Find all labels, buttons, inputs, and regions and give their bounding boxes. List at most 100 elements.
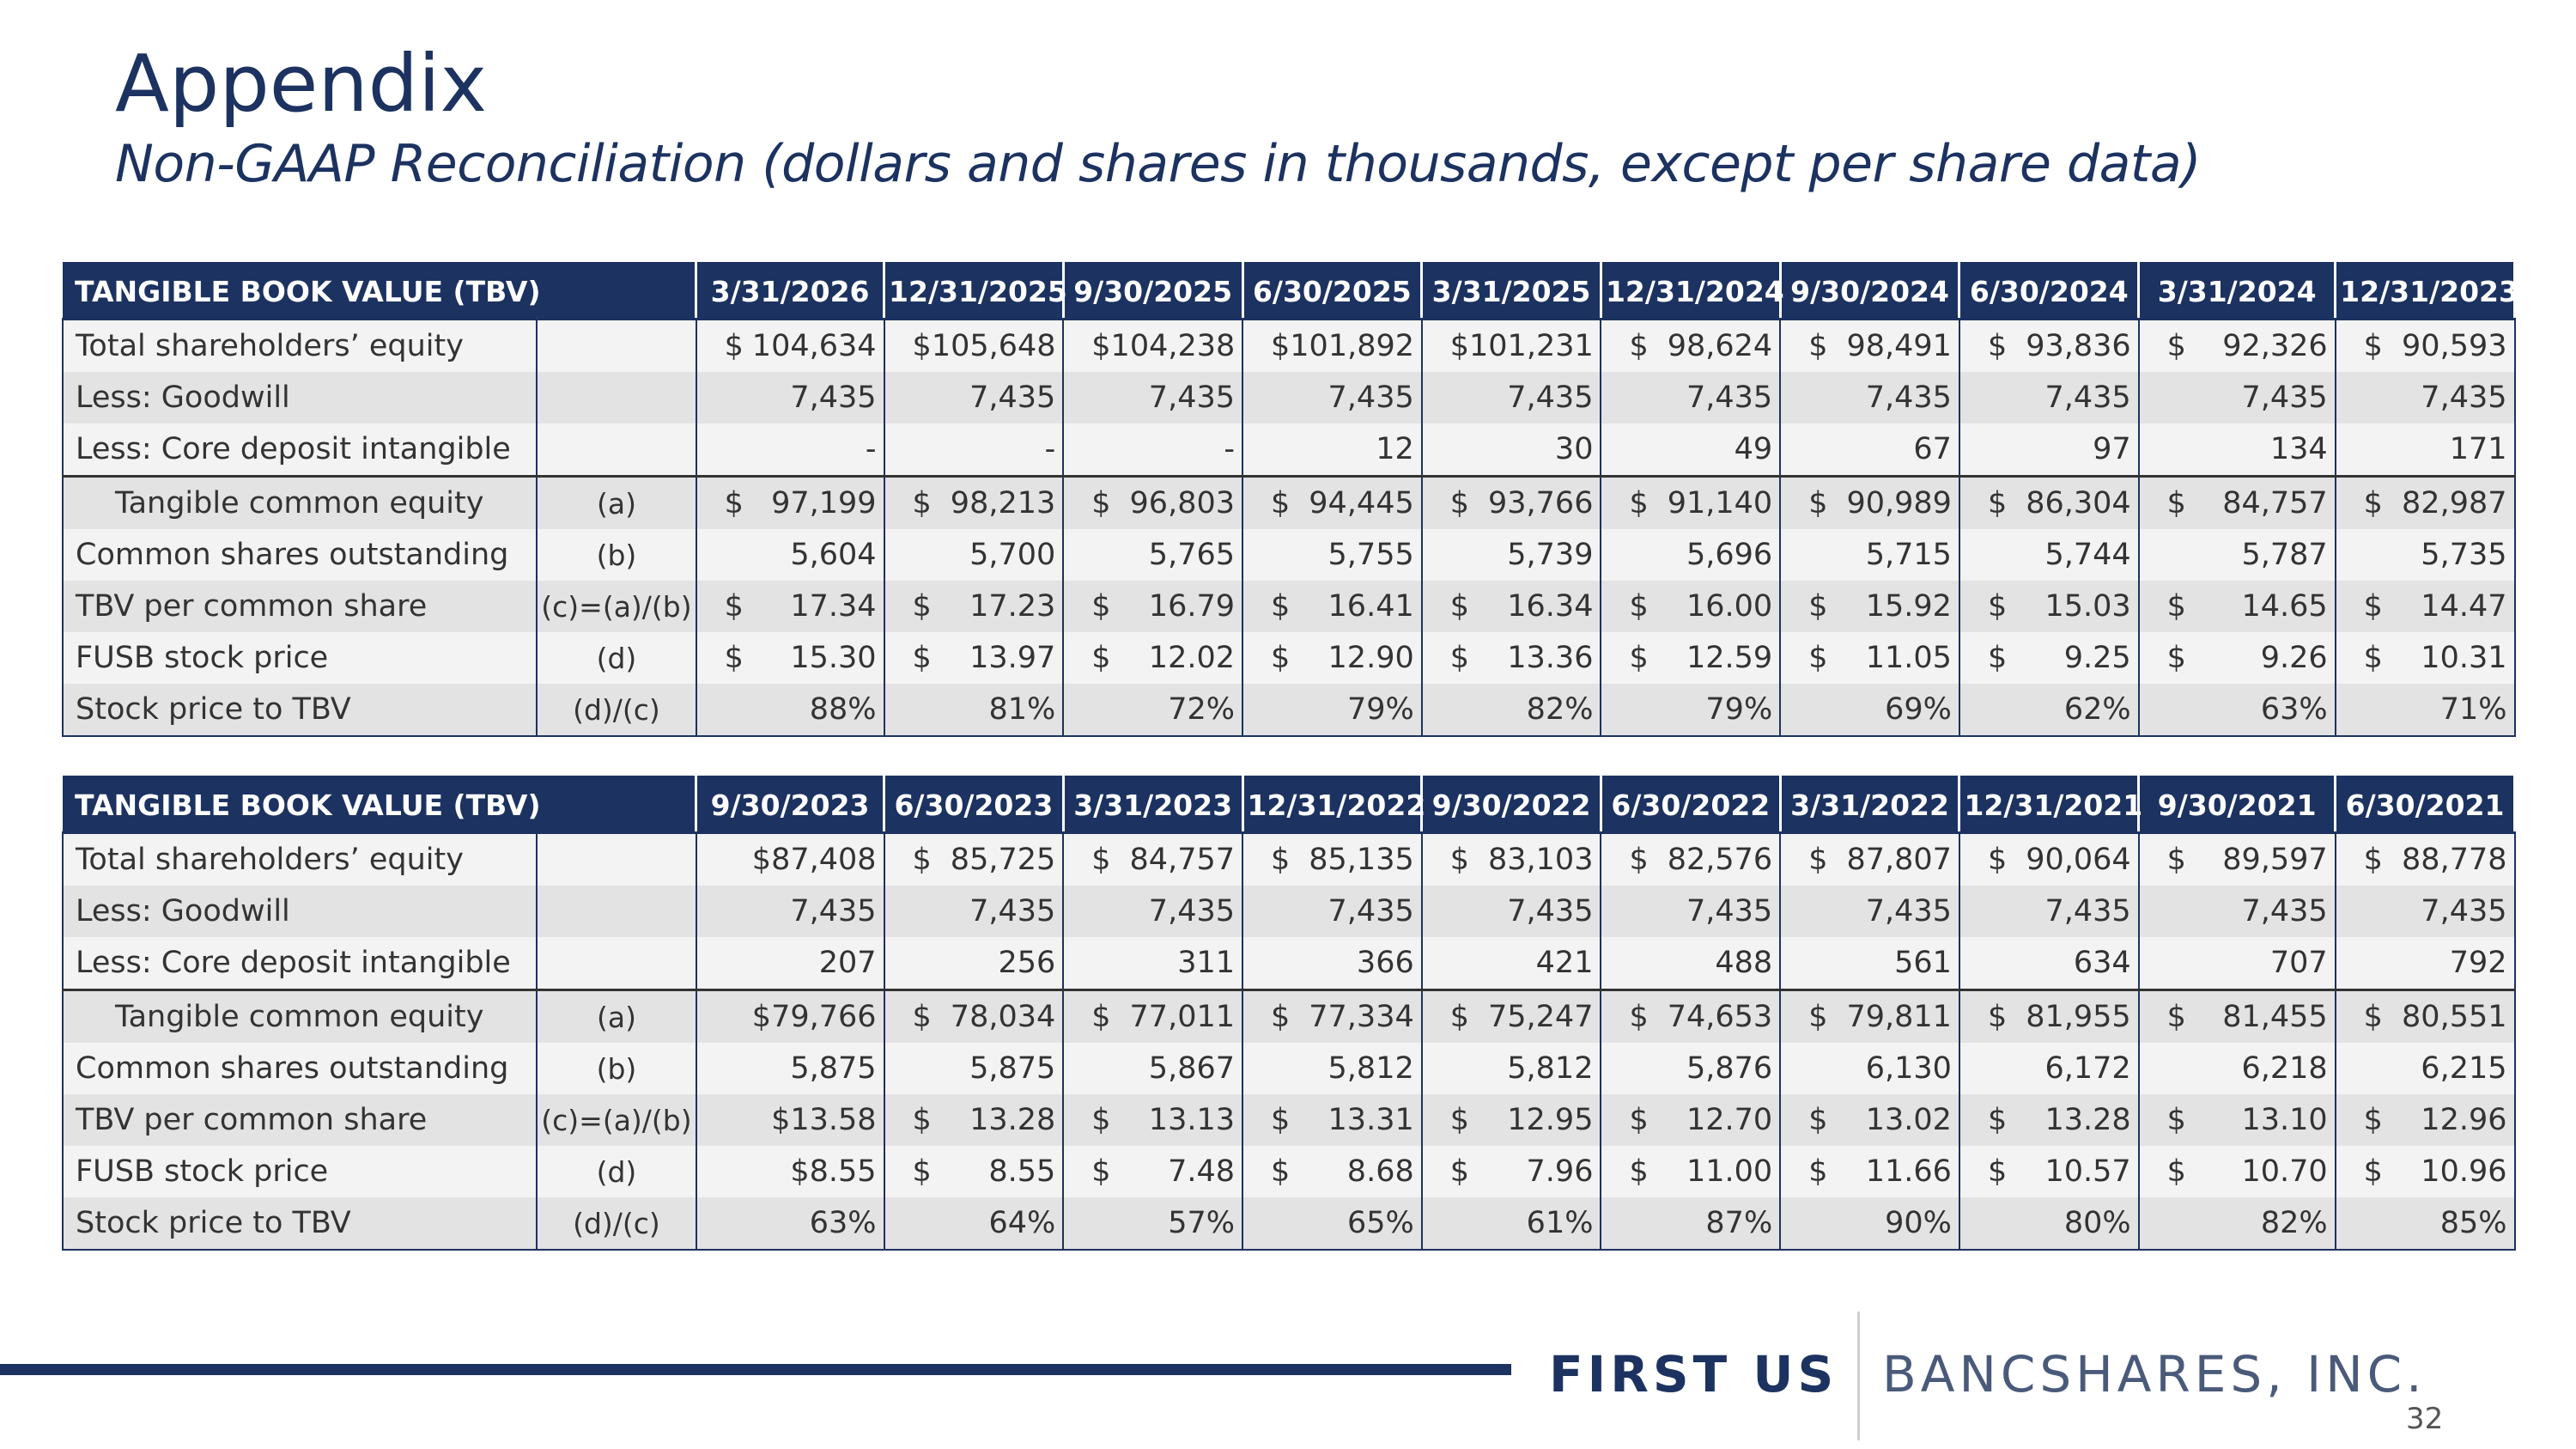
currency-symbol: $ xyxy=(1808,1000,1828,1034)
cell-value: 63% xyxy=(2260,692,2328,727)
value-cell: 67 xyxy=(1779,423,1960,477)
logo-bancshares: BANCSHARES, INC. xyxy=(1882,1345,2427,1403)
cell-value: 9.26 xyxy=(2260,641,2328,675)
cell-value: 91,140 xyxy=(1667,486,1773,521)
cell-value: 5,787 xyxy=(2241,538,2328,572)
currency-symbol: $ xyxy=(2363,843,2383,877)
value-cell: 7,435 xyxy=(1779,372,1960,423)
cell-value: 82,987 xyxy=(2402,486,2507,521)
table-row: Common shares outstanding (b) 5,875 5,875 5,… xyxy=(61,1043,2516,1094)
row-reference xyxy=(536,937,697,990)
cell-value: 7,435 xyxy=(1148,381,1235,415)
value-cell: $86,304 xyxy=(1958,475,2140,529)
value-cell: $80,551 xyxy=(2334,989,2516,1043)
cell-value: 12.59 xyxy=(1686,641,1773,675)
cell-value: 17.23 xyxy=(969,589,1056,624)
value-cell: $90,989 xyxy=(1779,475,1960,529)
value-cell: $14.65 xyxy=(2137,581,2336,632)
value-cell: 7,435 xyxy=(2334,372,2516,423)
value-cell: 6,218 xyxy=(2137,1043,2336,1094)
cell-value: 8.68 xyxy=(1346,1154,1414,1189)
logo-divider xyxy=(1857,1312,1860,1440)
cell-value: 77,334 xyxy=(1309,1000,1414,1034)
cell-value: 12.90 xyxy=(1327,641,1414,675)
value-cell: $17.34 xyxy=(695,581,885,632)
value-cell: $12.59 xyxy=(1600,632,1782,684)
value-cell: 366 xyxy=(1242,937,1423,990)
value-cell: 5,744 xyxy=(1958,529,2140,581)
currency-symbol: $ xyxy=(1449,486,1470,521)
table-row: Stock price to TBV (d)/(c) 63% 64% 57% 65% 61%… xyxy=(61,1197,2516,1251)
value-cell: $96,803 xyxy=(1062,475,1243,529)
date-header: 6/30/2023 xyxy=(884,776,1065,834)
value-cell: 7,435 xyxy=(1958,372,2140,423)
cell-value: 97,199 xyxy=(771,486,877,521)
value-cell: $9.26 xyxy=(2137,632,2336,684)
value-cell: 79% xyxy=(1600,684,1782,737)
tbv-table-historical: TANGIBLE BOOK VALUE (TBV) 9/30/2023 6/30… xyxy=(61,776,2516,1251)
currency-symbol: $ xyxy=(912,589,932,624)
value-cell: 7,435 xyxy=(1600,372,1782,423)
cell-value: 7,435 xyxy=(1686,894,1773,928)
cell-value: 6,218 xyxy=(2241,1051,2328,1086)
value-cell: $78,034 xyxy=(883,989,1065,1043)
cell-value: 7,435 xyxy=(969,894,1056,928)
cell-value: 85,135 xyxy=(1309,843,1414,877)
currency-symbol: $ xyxy=(1629,1103,1649,1137)
value-cell: $10.96 xyxy=(2334,1146,2516,1197)
cell-value: 7.96 xyxy=(1526,1154,1594,1189)
cell-value: 12.96 xyxy=(2421,1103,2507,1137)
cell-value: 15.03 xyxy=(2044,589,2131,624)
currency-symbol: $ xyxy=(1629,641,1649,675)
currency-symbol: $ xyxy=(1629,486,1649,521)
value-cell: 7,435 xyxy=(1600,886,1782,937)
value-cell: $11.05 xyxy=(1779,632,1960,684)
value-cell: $92,326 xyxy=(2137,319,2336,372)
currency-symbol: $ xyxy=(1091,843,1111,877)
value-cell: $74,653 xyxy=(1600,989,1782,1043)
cell-value: 81% xyxy=(988,692,1056,727)
value-cell: 134 xyxy=(2137,423,2336,477)
cell-value: 90,989 xyxy=(1846,486,1952,521)
date-header: 3/31/2022 xyxy=(1780,776,1961,834)
table-header-label: TANGIBLE BOOK VALUE (TBV) xyxy=(63,776,698,834)
cell-value: 7,435 xyxy=(1148,894,1235,928)
page-subtitle: Non-GAAP Reconciliation (dollars and sha… xyxy=(115,134,2202,194)
date-header: 12/31/2021 xyxy=(1959,776,2142,834)
cell-value: 96,803 xyxy=(1129,486,1235,521)
value-cell: 7,435 xyxy=(1420,372,1602,423)
value-cell: 62% xyxy=(1958,684,2140,737)
cell-value: 5,715 xyxy=(1865,538,1952,572)
currency-symbol: $ xyxy=(724,641,744,675)
table-row: Stock price to TBV (d)/(c) 88% 81% 72% 79% 82%… xyxy=(61,684,2516,737)
value-cell: $15.30 xyxy=(695,632,885,684)
value-cell: $104,238 xyxy=(1062,319,1243,372)
cell-value: 5,735 xyxy=(2421,538,2507,572)
cell-value: 98,624 xyxy=(1667,329,1773,363)
cell-value: 94,445 xyxy=(1309,486,1414,521)
currency-symbol: $ xyxy=(1629,589,1649,624)
cell-value: - xyxy=(865,432,877,466)
cell-value: 87,807 xyxy=(1846,843,1952,877)
date-header: 3/31/2023 xyxy=(1063,776,1244,834)
cell-value: 49 xyxy=(1734,432,1773,466)
row-reference xyxy=(536,319,697,372)
date-header: 9/30/2024 xyxy=(1780,262,1961,320)
currency-symbol: $ xyxy=(2166,486,2186,521)
cell-value: 61% xyxy=(1526,1206,1594,1240)
currency-symbol: $ xyxy=(1629,1000,1649,1034)
date-header: 3/31/2025 xyxy=(1421,262,1602,320)
value-cell: $16.41 xyxy=(1242,581,1423,632)
value-cell: 7,435 xyxy=(1242,886,1423,937)
cell-value: 7,435 xyxy=(1865,894,1952,928)
row-label: FUSB stock price xyxy=(61,632,538,684)
value-cell: $10.70 xyxy=(2137,1146,2336,1197)
row-label: FUSB stock price xyxy=(61,1146,538,1197)
value-cell: $77,011 xyxy=(1062,989,1243,1043)
value-cell: $8.55 xyxy=(695,1146,885,1197)
cell-value: 105,648 xyxy=(931,329,1056,363)
row-reference: (a) xyxy=(536,989,697,1043)
cell-value: 5,812 xyxy=(1327,1051,1414,1086)
cell-value: 5,867 xyxy=(1148,1051,1235,1086)
cell-value: 30 xyxy=(1554,432,1594,466)
